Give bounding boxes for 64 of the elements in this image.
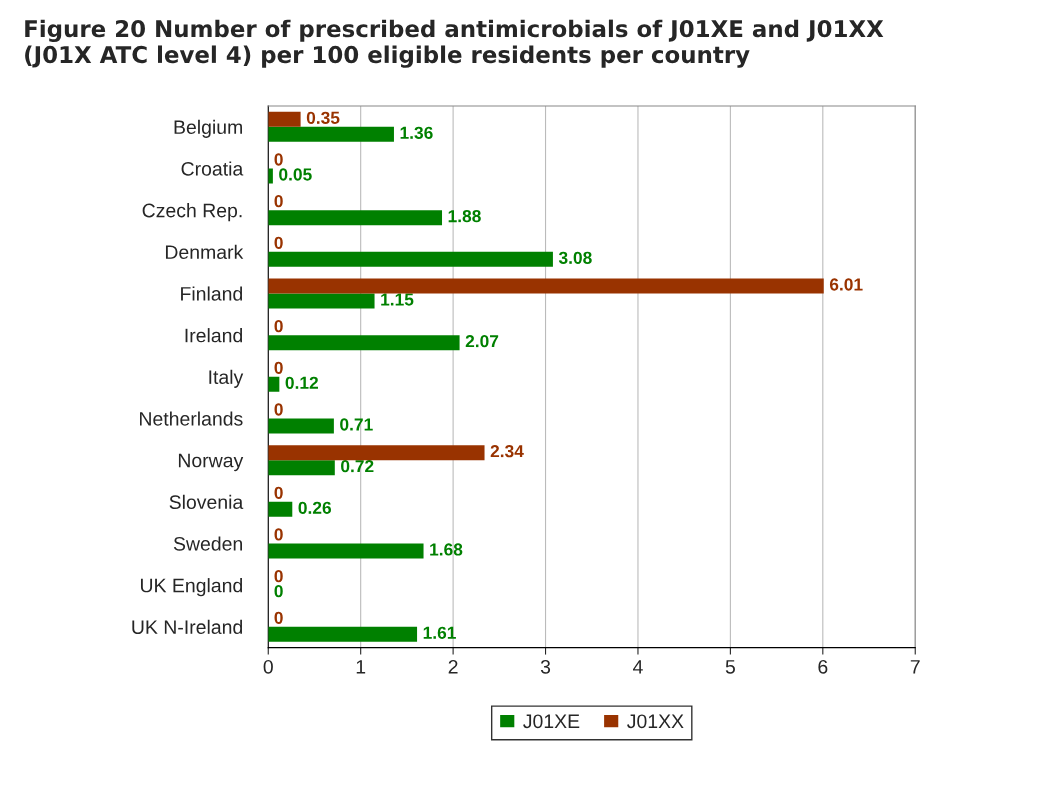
y-tick-label: Denmark bbox=[165, 244, 244, 260]
bar bbox=[268, 501, 293, 517]
x-tick-label: 4 bbox=[633, 660, 643, 674]
x-tick-label: 1 bbox=[356, 660, 366, 674]
data-label: 0 bbox=[274, 528, 283, 541]
x-tick-label: 7 bbox=[910, 660, 920, 674]
data-label: 2.07 bbox=[465, 335, 499, 348]
chart-title: Figure 20 Number of prescribed antimicrobials of J01XE and J01XX (J01X ATC level 4) per 100 eligible residents per country bbox=[25, 19, 884, 68]
data-label: 0 bbox=[274, 236, 283, 249]
bar bbox=[268, 293, 375, 309]
x-tick-label: 2 bbox=[448, 659, 458, 674]
y-tick-label: Slovenia bbox=[169, 494, 244, 510]
data-label: 2.34 bbox=[490, 445, 524, 458]
data-label: 0 bbox=[274, 403, 283, 416]
y-tick-label: Norway bbox=[178, 453, 244, 472]
data-label: 3.08 bbox=[558, 251, 592, 264]
bar bbox=[268, 210, 443, 226]
legend-label: J01XX bbox=[627, 714, 684, 729]
x-tick-label: 6 bbox=[818, 659, 828, 674]
data-label: 0.35 bbox=[306, 111, 340, 124]
y-tick-label: UK England bbox=[140, 578, 243, 597]
data-label: 1.88 bbox=[448, 210, 481, 223]
data-label: 0 bbox=[274, 584, 283, 598]
bar bbox=[268, 376, 280, 392]
bar bbox=[268, 418, 334, 434]
data-label: 0 bbox=[274, 361, 283, 374]
y-tick-label: Belgium bbox=[174, 119, 242, 138]
data-label: 0.72 bbox=[341, 460, 374, 473]
y-tick-label: Croatia bbox=[181, 161, 244, 176]
y-tick-label: Ireland bbox=[185, 328, 243, 343]
bar bbox=[268, 626, 418, 642]
data-label: 0.05 bbox=[279, 168, 312, 181]
data-label: 1.36 bbox=[400, 126, 433, 139]
y-tick-label: Finland bbox=[181, 286, 243, 301]
x-tick-label: 5 bbox=[725, 660, 735, 674]
data-label: 0 bbox=[274, 486, 283, 499]
bar bbox=[268, 251, 553, 267]
bar bbox=[268, 126, 394, 142]
data-label: 6.01 bbox=[829, 278, 863, 291]
y-tick-label: UK N-Ireland bbox=[132, 619, 243, 635]
data-label: 1.15 bbox=[381, 293, 414, 306]
y-tick-label: Czech Rep. bbox=[142, 203, 242, 222]
x-tick-label: 3 bbox=[540, 659, 551, 674]
data-label: 0 bbox=[274, 153, 283, 166]
data-label: 0 bbox=[274, 195, 283, 208]
y-tick-label: Netherlands bbox=[140, 411, 243, 426]
data-label: 0 bbox=[274, 611, 283, 624]
y-tick-label: Italy bbox=[209, 369, 244, 388]
data-label: 0.12 bbox=[285, 376, 318, 389]
bar bbox=[268, 111, 301, 127]
y-tick-label: Sweden bbox=[173, 536, 242, 551]
bar bbox=[268, 278, 824, 294]
bar bbox=[268, 445, 485, 461]
legend-label: J01XE bbox=[523, 714, 580, 729]
data-label: 0.26 bbox=[298, 501, 332, 514]
bar bbox=[268, 335, 460, 351]
data-label: 0 bbox=[274, 569, 283, 583]
bar bbox=[268, 543, 424, 559]
data-label: 0.71 bbox=[340, 418, 373, 431]
data-label: 0 bbox=[274, 320, 283, 333]
data-label: 1.68 bbox=[430, 543, 463, 556]
data-label: 1.61 bbox=[423, 626, 456, 639]
x-tick-label: 0 bbox=[263, 659, 273, 674]
bar bbox=[268, 460, 335, 476]
